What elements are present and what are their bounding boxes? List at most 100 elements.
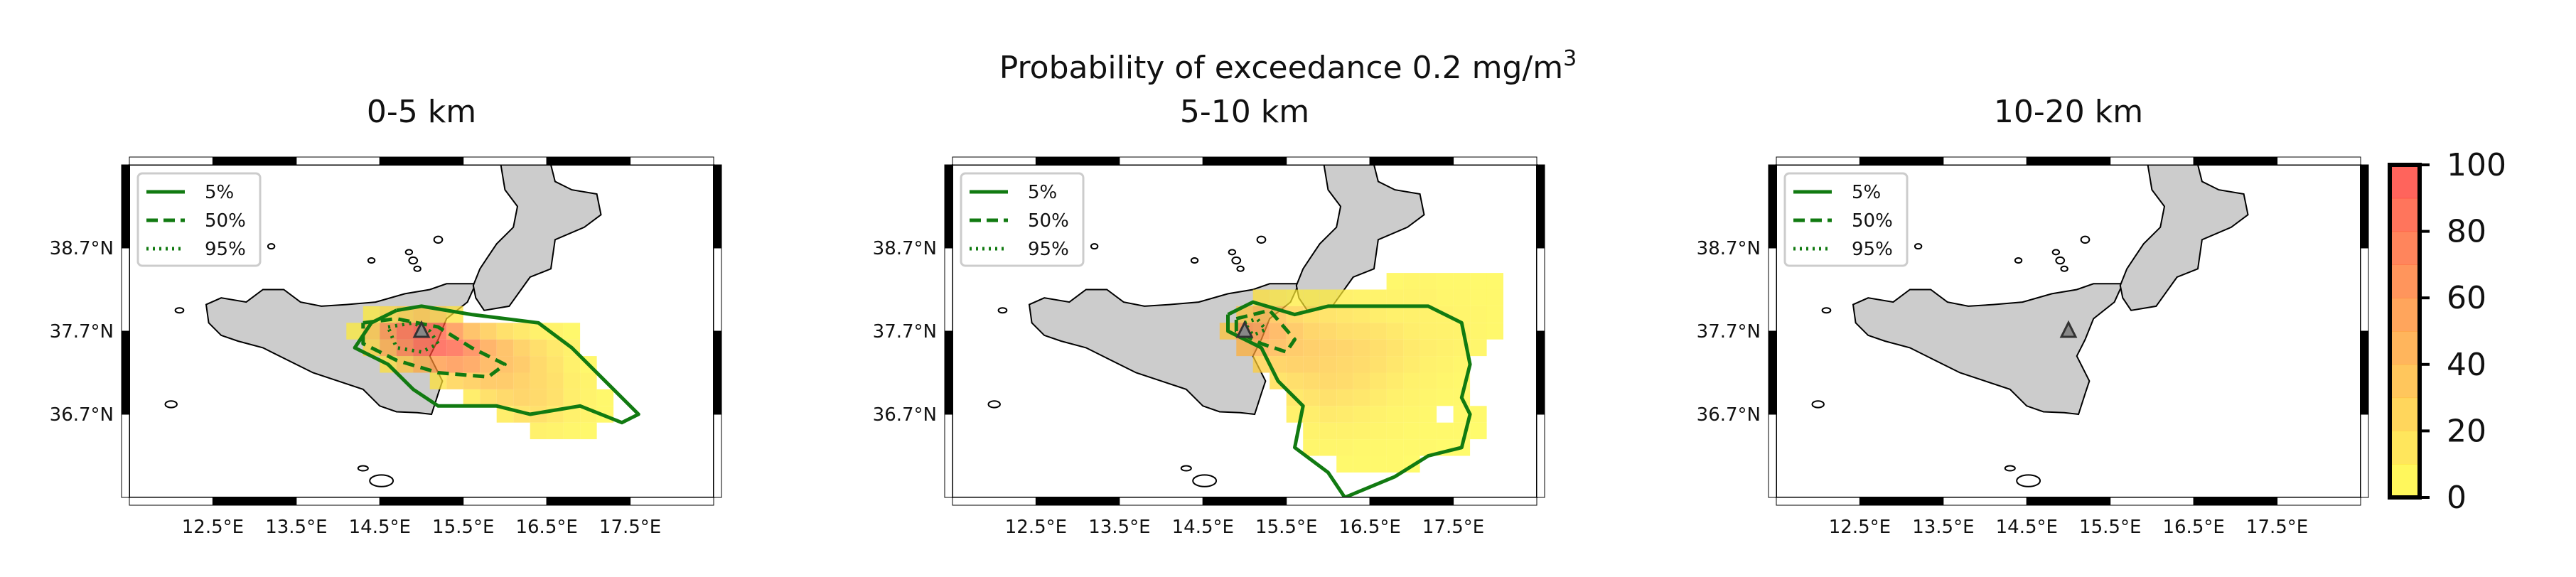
probability-cell — [1486, 273, 1503, 290]
probability-cell — [513, 372, 530, 389]
probability-cell — [1303, 422, 1320, 440]
probability-cell — [1336, 422, 1353, 440]
probability-cell — [1470, 273, 1487, 290]
probability-cell — [1420, 339, 1437, 357]
probability-cell — [429, 372, 447, 389]
probability-cell — [1353, 372, 1370, 389]
x-tick-label: 15.5°E — [2079, 517, 2141, 538]
x-tick-label: 13.5°E — [1912, 517, 1974, 538]
probability-cell — [446, 306, 463, 323]
map-frame — [1768, 156, 2369, 506]
small-island — [2080, 235, 2091, 244]
probability-cell — [1453, 356, 1471, 373]
probability-cell — [1420, 289, 1437, 306]
probability-cell — [530, 356, 547, 373]
legend-label: 5% — [1852, 182, 1881, 203]
small-island — [369, 474, 395, 487]
probability-cell — [1336, 323, 1353, 340]
small-island — [164, 400, 178, 409]
probability-cell — [413, 306, 430, 323]
small-island — [1236, 265, 1245, 272]
probability-cell — [1370, 372, 1387, 389]
probability-cell — [1453, 306, 1471, 323]
probability-cell — [1303, 289, 1320, 306]
coastline — [1811, 165, 2249, 487]
probability-cell — [1420, 273, 1437, 290]
x-tick-label: 14.5°E — [1996, 517, 2058, 538]
probability-cell — [1252, 323, 1270, 340]
sicily-landmass — [1852, 283, 2124, 416]
probability-cell — [1420, 306, 1437, 323]
probability-cell — [1319, 389, 1337, 406]
probability-cell — [1286, 372, 1304, 389]
y-tick-label: 38.7°N — [873, 238, 937, 259]
probability-cell — [1319, 356, 1337, 373]
probability-cell — [1386, 289, 1404, 306]
probability-cell — [1319, 289, 1337, 306]
y-tick-label: 37.7°N — [50, 321, 114, 343]
probability-cell — [1319, 306, 1337, 323]
probability-cell — [1386, 439, 1404, 456]
probability-cell — [547, 372, 564, 389]
probability-cell — [429, 339, 447, 357]
probability-cell — [1303, 339, 1320, 357]
contours — [353, 304, 640, 425]
probability-cell — [1453, 289, 1471, 306]
probability-cell — [1403, 273, 1420, 290]
colorbar-tick-label: 0 — [2447, 480, 2467, 516]
contour-p5 — [353, 304, 640, 425]
probability-cell — [1236, 339, 1253, 357]
probability-cell — [513, 389, 530, 406]
small-island — [2004, 465, 2016, 472]
small-island — [1811, 400, 1825, 409]
probability-cell — [1386, 339, 1404, 357]
probability-cell — [513, 323, 530, 340]
probability-cell — [1353, 356, 1370, 373]
colorbar-tick-label: 20 — [2447, 413, 2486, 449]
probability-cell — [563, 356, 581, 373]
probability-cell — [1470, 339, 1487, 357]
probability-cell — [1486, 289, 1503, 306]
probability-cell — [1470, 323, 1487, 340]
probability-cell — [580, 372, 597, 389]
probability-cell — [1437, 389, 1454, 406]
x-tick-label: 15.5°E — [432, 517, 494, 538]
colorbar-band — [2390, 431, 2420, 465]
small-island — [1914, 243, 1923, 250]
probability-cell — [580, 422, 597, 440]
probability-cell — [1370, 389, 1387, 406]
probability-cell — [1437, 356, 1454, 373]
legend-label: 50% — [1028, 210, 1069, 232]
probability-cell — [1252, 306, 1270, 323]
probability-cell — [1353, 439, 1370, 456]
probability-cell — [1403, 439, 1420, 456]
probability-cell — [1336, 339, 1353, 357]
probability-cell — [1437, 372, 1454, 389]
probability-cell — [1437, 273, 1454, 290]
vent-marker — [412, 320, 431, 338]
x-tick-label: 16.5°E — [1338, 517, 1400, 538]
probability-cell — [1403, 372, 1420, 389]
panel-title: 5-10 km — [1180, 94, 1309, 130]
probability-cell — [1336, 389, 1353, 406]
probability-cell — [1386, 273, 1404, 290]
probability-cell — [1370, 323, 1387, 340]
probability-cell — [596, 389, 614, 406]
probability-cell — [1453, 406, 1471, 423]
probability-cell — [1486, 323, 1503, 340]
probability-cell — [346, 323, 363, 340]
probability-cell — [1403, 289, 1420, 306]
x-tick-label: 13.5°E — [265, 517, 327, 538]
small-island — [1090, 243, 1099, 250]
probability-cell — [463, 323, 481, 340]
probability-cell — [1303, 406, 1320, 423]
small-island — [997, 307, 1008, 314]
small-island — [413, 265, 422, 272]
probability-cell — [1437, 339, 1454, 357]
probability-cell — [1336, 306, 1353, 323]
probability-cell — [446, 372, 463, 389]
probability-cell — [1403, 389, 1420, 406]
probability-cell — [1386, 306, 1404, 323]
coastline — [987, 165, 1425, 487]
